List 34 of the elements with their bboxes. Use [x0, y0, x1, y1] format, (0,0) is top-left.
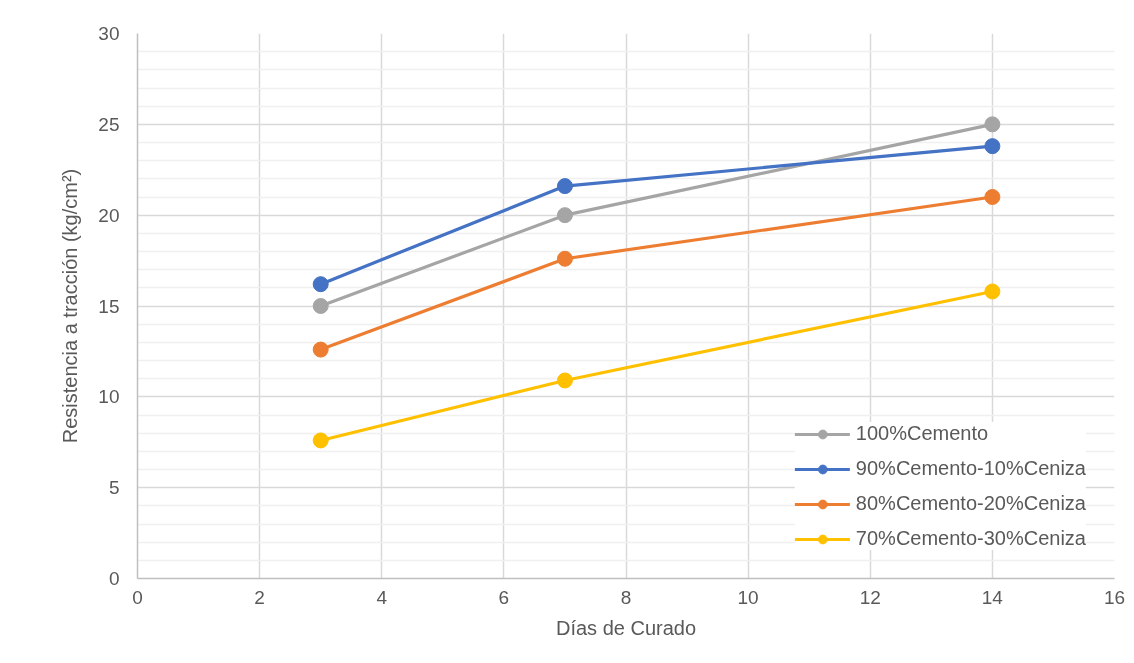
y-tick-label: 5	[108, 477, 120, 499]
x-axis-title: Días de Curado	[555, 616, 697, 639]
x-tick-label: 0	[132, 586, 143, 608]
x-tick-label: 2	[254, 586, 265, 608]
point	[312, 341, 329, 358]
point	[556, 178, 573, 195]
x-tick-label: 4	[376, 586, 388, 608]
y-tick-label: 30	[98, 23, 120, 44]
legend-label: 80%Cemento-20%Ceniza	[855, 492, 1086, 515]
point	[556, 250, 573, 267]
legend-label: 100%Cemento	[855, 422, 989, 445]
point	[312, 298, 329, 314]
x-tick-label: 12	[859, 586, 881, 608]
point	[984, 116, 1001, 133]
point	[984, 138, 1001, 155]
x-tick-label: 16	[1103, 586, 1126, 608]
y-axis-title: Resistencia a tracción (kg/cm²)	[59, 168, 82, 444]
point	[984, 189, 1001, 205]
y-tick-label: 15	[98, 295, 120, 317]
point	[312, 432, 329, 449]
point	[556, 207, 573, 224]
y-tick-label: 10	[98, 386, 120, 408]
x-tick-label: 8	[620, 586, 632, 608]
y-tick-label: 25	[98, 113, 120, 135]
point	[984, 283, 1001, 300]
x-tick-label: 6	[498, 586, 510, 608]
point	[556, 372, 573, 389]
y-tick-label: 0	[108, 568, 120, 589]
point	[312, 276, 329, 293]
legend-label: 90%Cemento-10%Ceniza	[855, 457, 1086, 480]
x-tick-label: 14	[981, 586, 1004, 608]
y-tick-label: 20	[98, 204, 120, 226]
x-tick-label: 10	[737, 586, 759, 608]
legend-label: 70%Cemento-30%Ceniza	[855, 527, 1086, 550]
